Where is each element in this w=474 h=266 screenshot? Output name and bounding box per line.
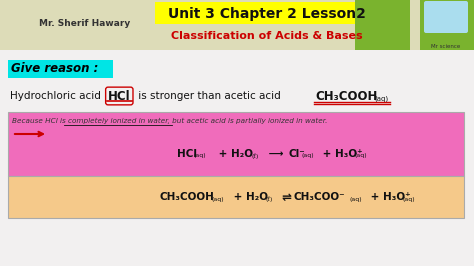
Text: + H₂O: + H₂O (230, 192, 268, 202)
Text: ⇌: ⇌ (278, 190, 296, 203)
Text: (aq): (aq) (350, 197, 363, 202)
Text: Give reason :: Give reason : (11, 63, 99, 76)
Text: Unit 3 Chapter 2 Lesson2: Unit 3 Chapter 2 Lesson2 (168, 7, 366, 21)
Text: Cl⁻: Cl⁻ (289, 149, 306, 159)
Bar (155, 2, 375, 24)
Text: + H₃O⁺: + H₃O⁺ (319, 149, 363, 159)
Text: (aq): (aq) (403, 197, 416, 202)
Text: Hydrochloric acid: Hydrochloric acid (10, 91, 104, 101)
Text: + H₂O: + H₂O (215, 149, 253, 159)
Text: Mr science: Mr science (431, 44, 461, 48)
Bar (355, 0, 410, 50)
Text: CH₃COOH: CH₃COOH (315, 89, 377, 102)
Text: (aq): (aq) (302, 153, 315, 159)
Bar (420, 0, 474, 50)
Text: (ℓ): (ℓ) (252, 153, 259, 159)
Bar (0, 0, 474, 50)
Text: (ℓ): (ℓ) (266, 196, 273, 202)
Bar (8, 60, 113, 78)
Text: HCl: HCl (177, 149, 197, 159)
Text: (aq): (aq) (212, 197, 225, 202)
Text: Classification of Acids & Bases: Classification of Acids & Bases (171, 31, 363, 41)
Text: ⟶: ⟶ (265, 149, 287, 159)
Text: (aq): (aq) (355, 153, 368, 159)
Text: Mr. Sherif Hawary: Mr. Sherif Hawary (39, 19, 131, 28)
Bar (8, 112, 464, 176)
Text: Because HCl is completely ionized in water, but acetic acid is partially ionized: Because HCl is completely ionized in wat… (12, 118, 328, 124)
Text: HCl: HCl (108, 89, 131, 102)
Bar (8, 176, 464, 218)
Text: CH₃COOH: CH₃COOH (160, 192, 215, 202)
Text: (aq): (aq) (194, 153, 207, 159)
Bar (0, 50, 474, 266)
Text: CH₃COO⁻: CH₃COO⁻ (294, 192, 346, 202)
FancyBboxPatch shape (424, 1, 468, 33)
Text: is stronger than acetic acid: is stronger than acetic acid (135, 91, 284, 101)
Text: (aq): (aq) (374, 96, 388, 102)
Text: + H₃O⁺: + H₃O⁺ (367, 192, 410, 202)
